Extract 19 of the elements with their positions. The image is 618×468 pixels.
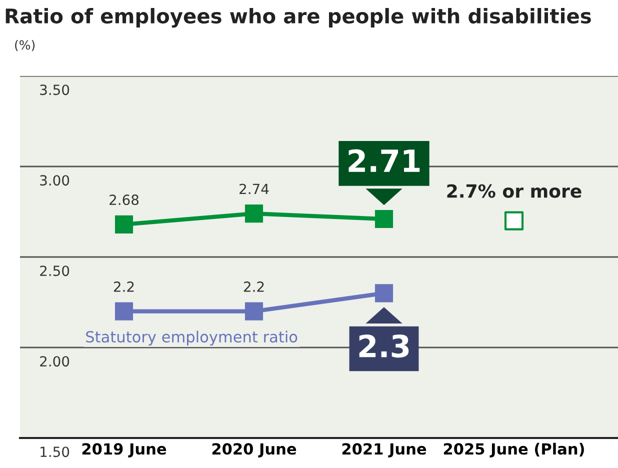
data-label: 2.68 — [110, 194, 139, 206]
y-tick-label: 1.50 — [40, 446, 70, 458]
data-label: 2.74 — [240, 184, 269, 194]
y-tick-label: 3.00 — [40, 175, 70, 186]
y-axis-title: (%) — [15, 40, 35, 52]
x-tick-label: 2019 June — [82, 443, 166, 458]
x-tick-label: 2021 June — [342, 443, 426, 458]
data-label: 2.7% or more — [447, 184, 582, 198]
y-tick-label: 3.50 — [40, 84, 70, 96]
data-label: 2.2 — [114, 281, 134, 292]
y-tick-label: 2.50 — [40, 266, 70, 276]
x-tick-label: 2020 June — [212, 443, 296, 458]
series-label: Statutory employment ratio — [86, 330, 298, 346]
y-tick-label: 2.00 — [40, 356, 70, 367]
data-label: 2.2 — [244, 281, 264, 292]
chart-title: Ratio of employees who are people with disabilities — [6, 8, 591, 28]
data-label: 2.71 — [348, 149, 420, 172]
data-label: 2.3 — [359, 334, 409, 358]
x-tick-label: 2025 June (Plan) — [444, 442, 584, 458]
